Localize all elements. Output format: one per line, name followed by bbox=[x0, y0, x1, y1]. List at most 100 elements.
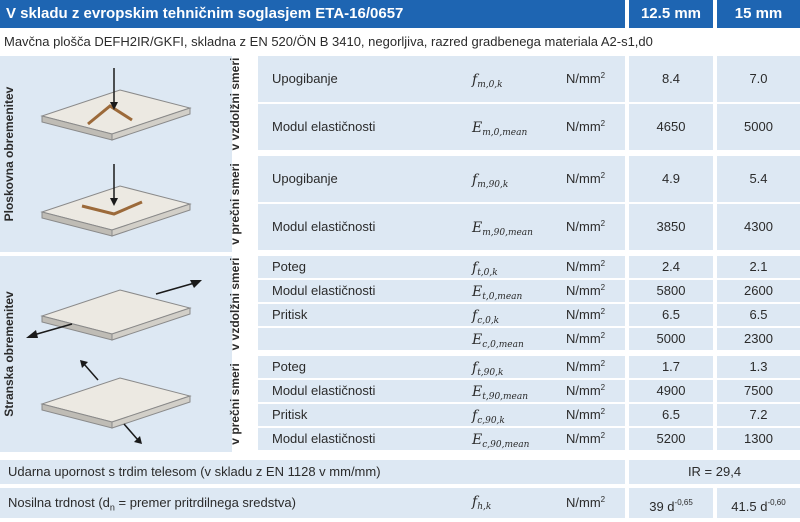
row-r1-unit-sup: 2 bbox=[600, 71, 606, 80]
row-r7-symbol-sub: c,0,k bbox=[477, 316, 500, 326]
row-r8-value-12-5mm: 5000 bbox=[629, 328, 713, 350]
group-label-side-cell: Stranska obremenitev bbox=[0, 256, 20, 452]
row-r7-value-15mm: 6.5 bbox=[717, 304, 800, 326]
row-r6-symbol-main: E bbox=[472, 284, 483, 300]
row-r7-label-cell: Pritisk fc,0,k N/mm2 bbox=[258, 304, 625, 326]
row-r1-value-12-5mm: 8.4 bbox=[629, 56, 713, 102]
row-r2-unit: N/mm2 bbox=[566, 119, 605, 134]
row-r12-label-cell: Modul elastičnosti Ec,90,mean N/mm2 bbox=[258, 428, 625, 450]
row-r4-symbol: Em,90,mean bbox=[472, 220, 533, 238]
bearing-label-post: = premer pritrdilnega sredstva) bbox=[114, 495, 296, 510]
row-r9-unit-main: N/mm bbox=[566, 359, 601, 374]
group-label-flat: Ploskovna obremenitev bbox=[2, 86, 16, 222]
product-description: Mavčna plošča DEFH2IR/GKFI, skladna z EN… bbox=[4, 34, 653, 49]
direction-label-along-flat: v vzdolžni smeri bbox=[228, 57, 242, 151]
row-r10-label: Modul elastičnosti bbox=[272, 383, 376, 398]
bearing-v1-base: 39 d bbox=[649, 499, 675, 514]
row-r5-unit: N/mm2 bbox=[566, 259, 605, 274]
side-load-across-illustration bbox=[40, 360, 192, 444]
row-r4-symbol-main: E bbox=[472, 220, 483, 236]
row-r5-value-15mm: 2.1 bbox=[717, 256, 800, 278]
row-r6-label-cell: Modul elastičnosti Et,0,mean N/mm2 bbox=[258, 280, 625, 302]
row-r10-unit: N/mm2 bbox=[566, 383, 605, 398]
row-r3-label-cell: Upogibanje fm,90,k N/mm2 bbox=[258, 156, 625, 202]
row-r2-unit-main: N/mm bbox=[566, 119, 601, 134]
row-r8-unit: N/mm2 bbox=[566, 331, 605, 346]
row-r6-unit-main: N/mm bbox=[566, 283, 601, 298]
row-r7-unit-sup: 2 bbox=[600, 307, 606, 316]
row-r8-label-cell: Ec,0,mean N/mm2 bbox=[258, 328, 625, 350]
bearing-label-pre: Nosilna trdnost (d bbox=[8, 495, 110, 510]
row-r3-symbol-sub: m,90,k bbox=[477, 180, 509, 190]
bearing-label: Nosilna trdnost (dn = premer pritrdilneg… bbox=[8, 495, 296, 513]
row-r10-unit-main: N/mm bbox=[566, 383, 601, 398]
row-r4-label-cell: Modul elastičnosti Em,90,mean N/mm2 bbox=[258, 204, 625, 250]
bearing-symbol-sub: h,k bbox=[477, 502, 492, 512]
bearing-symbol-main: f bbox=[472, 494, 478, 510]
impact-label: Udarna upornost s trdim telesom (v sklad… bbox=[8, 464, 381, 479]
row-r6-symbol: Et,0,mean bbox=[472, 284, 522, 302]
row-r8-symbol-sub: c,0,mean bbox=[482, 340, 524, 350]
column-header-12-5mm: 12.5 mm bbox=[629, 0, 713, 28]
row-r9-symbol-sub: t,90,k bbox=[477, 368, 504, 378]
column-header-15mm: 15 mm bbox=[717, 0, 800, 28]
row-r2-label-cell: Modul elastičnosti Em,0,mean N/mm2 bbox=[258, 104, 625, 150]
row-r10-label-cell: Modul elastičnosti Et,90,mean N/mm2 bbox=[258, 380, 625, 402]
flat-load-along-illustration bbox=[40, 68, 192, 141]
row-r11-label: Pritisk bbox=[272, 407, 308, 422]
row-r10-unit-sup: 2 bbox=[600, 383, 606, 392]
row-r9-unit: N/mm2 bbox=[566, 359, 605, 374]
row-r8-unit-main: N/mm bbox=[566, 331, 601, 346]
row-r6-value-12-5mm: 5800 bbox=[629, 280, 713, 302]
row-r5-symbol-main: f bbox=[472, 260, 478, 276]
row-r5-symbol-sub: t,0,k bbox=[477, 268, 498, 278]
row-r8-value-15mm: 2300 bbox=[717, 328, 800, 350]
direction-label-across-side: v prečni smeri bbox=[228, 363, 242, 445]
bearing-label-cell: Nosilna trdnost (dn = premer pritrdilneg… bbox=[0, 488, 625, 518]
row-r11-label-cell: Pritisk fc,90,k N/mm2 bbox=[258, 404, 625, 426]
row-r4-unit-main: N/mm bbox=[566, 219, 601, 234]
row-r3-unit-main: N/mm bbox=[566, 171, 601, 186]
row-r3-unit: N/mm2 bbox=[566, 171, 605, 186]
row-r6-value-15mm: 2600 bbox=[717, 280, 800, 302]
direction-label-across-flat: v prečni smeri bbox=[228, 163, 242, 245]
row-r9-unit-sup: 2 bbox=[600, 359, 606, 368]
row-r5-unit-sup: 2 bbox=[600, 259, 606, 268]
impact-label-cell: Udarna upornost s trdim telesom (v sklad… bbox=[0, 460, 625, 484]
row-r1-symbol-main: f bbox=[472, 72, 478, 88]
row-r6-label: Modul elastičnosti bbox=[272, 283, 376, 298]
bearing-v1-exp: -0,65 bbox=[674, 498, 693, 507]
row-r4-value-12-5mm: 3850 bbox=[629, 204, 713, 250]
row-r10-symbol-sub: t,90,mean bbox=[482, 392, 529, 402]
bearing-symbol: fh,k bbox=[472, 494, 491, 512]
row-r9-value-12-5mm: 1.7 bbox=[629, 356, 713, 378]
row-r12-value-15mm: 1300 bbox=[717, 428, 800, 450]
row-r5-unit-main: N/mm bbox=[566, 259, 601, 274]
bearing-v2-exp: -0,60 bbox=[767, 498, 786, 507]
row-r3-value-12-5mm: 4.9 bbox=[629, 156, 713, 202]
row-r7-symbol-main: f bbox=[472, 308, 478, 324]
row-r2-symbol: Em,0,mean bbox=[472, 120, 527, 138]
row-r10-symbol-main: E bbox=[472, 384, 483, 400]
row-r11-symbol-sub: c,90,k bbox=[477, 416, 505, 426]
row-r1-label: Upogibanje bbox=[272, 71, 338, 86]
row-r12-symbol-main: E bbox=[472, 432, 483, 448]
row-r12-symbol-sub: c,90,mean bbox=[482, 440, 530, 450]
row-r5-label-cell: Poteg ft,0,k N/mm2 bbox=[258, 256, 625, 278]
row-r4-symbol-sub: m,90,mean bbox=[482, 228, 533, 238]
row-r7-unit: N/mm2 bbox=[566, 307, 605, 322]
row-r7-label: Pritisk bbox=[272, 307, 308, 322]
direction-label-along-side: v vzdolžni smeri bbox=[228, 257, 242, 351]
flat-load-across-illustration bbox=[40, 164, 192, 237]
row-r9-label: Poteg bbox=[272, 359, 306, 374]
row-r10-symbol: Et,90,mean bbox=[472, 384, 528, 402]
row-r6-symbol-sub: t,0,mean bbox=[482, 292, 523, 302]
row-r12-symbol: Ec,90,mean bbox=[472, 432, 529, 450]
row-r2-value-12-5mm: 4650 bbox=[629, 104, 713, 150]
row-r8-symbol-main: E bbox=[472, 332, 483, 348]
row-r4-unit: N/mm2 bbox=[566, 219, 605, 234]
row-r6-unit: N/mm2 bbox=[566, 283, 605, 298]
row-r3-value-15mm: 5.4 bbox=[717, 156, 800, 202]
row-r7-unit-main: N/mm bbox=[566, 307, 601, 322]
bearing-unit: N/mm2 bbox=[566, 495, 605, 510]
